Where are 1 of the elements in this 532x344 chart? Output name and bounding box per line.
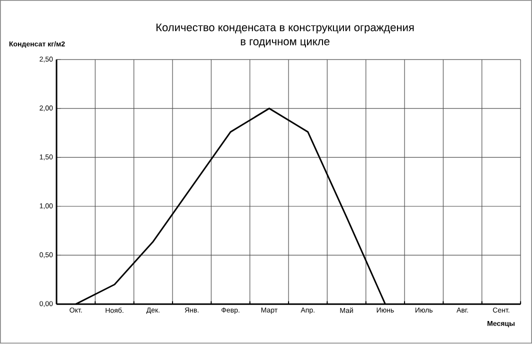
chart-title: Количество конденсата в конструкции ограждения в годичном цикле [156,24,414,48]
